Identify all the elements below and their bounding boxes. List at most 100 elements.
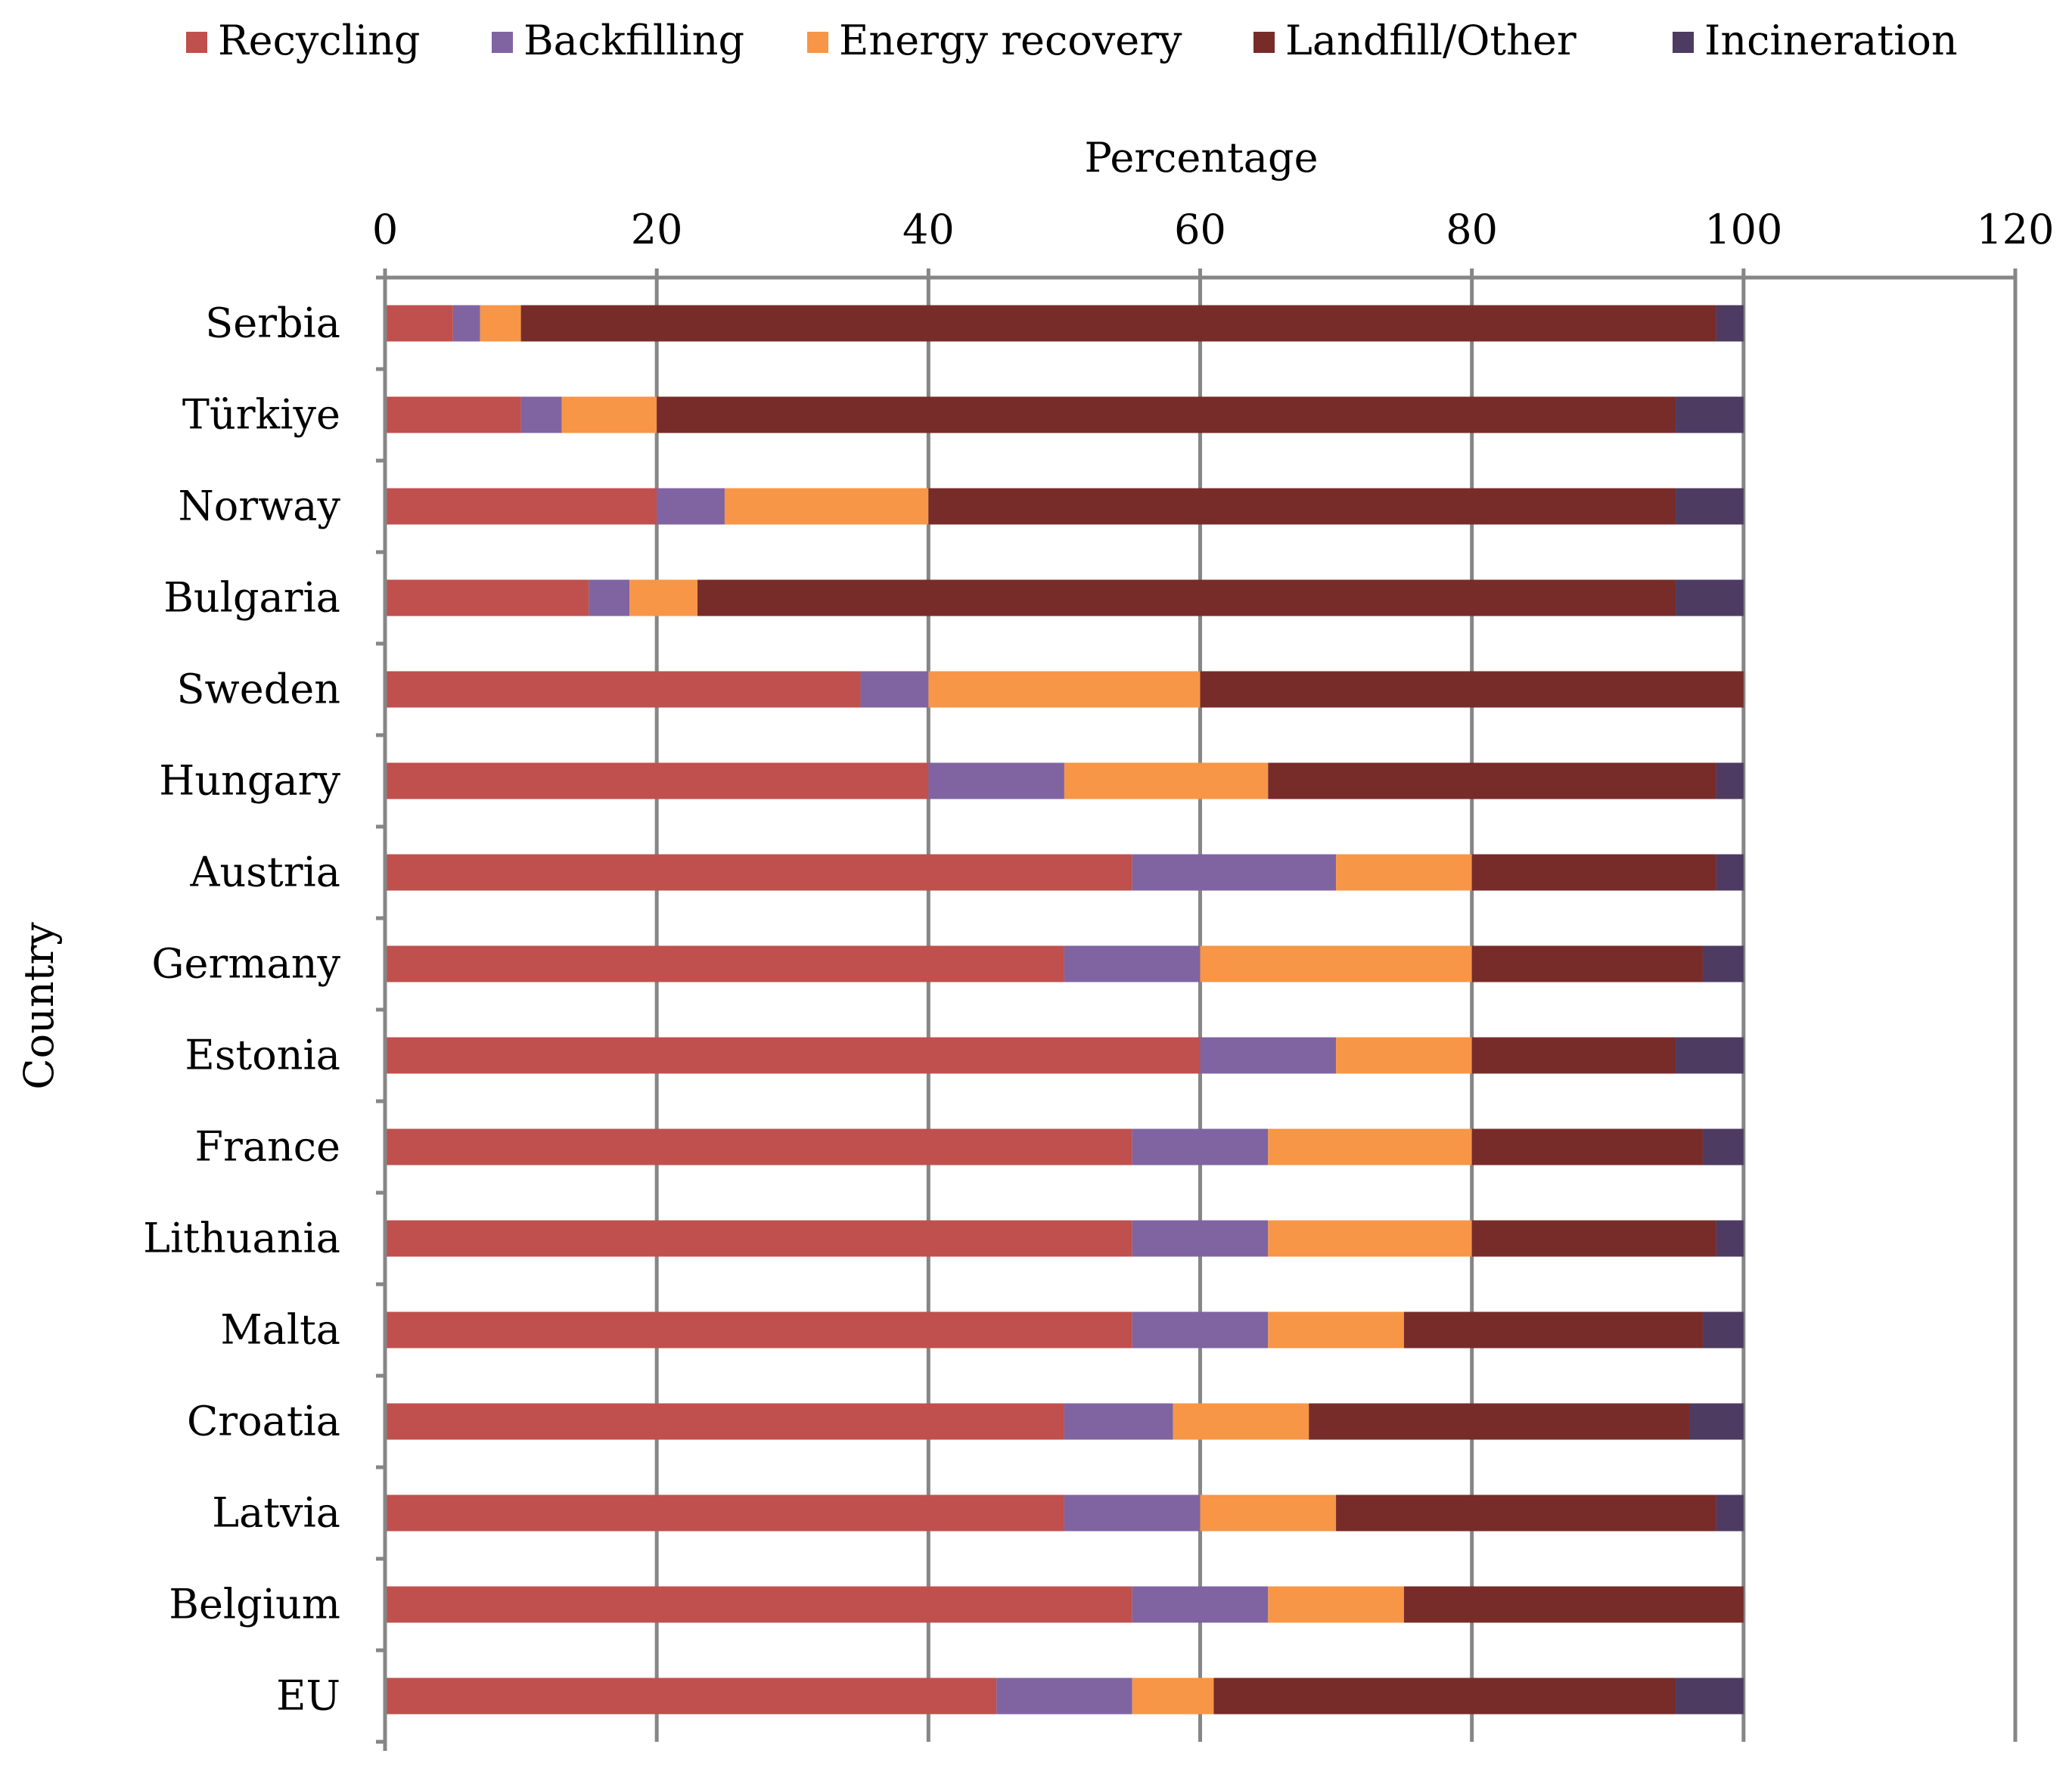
category-label: EU (276, 1672, 340, 1720)
bar-segment (629, 579, 698, 616)
legend-label: Landfill/Other (1285, 17, 1577, 64)
bar-segment (385, 1678, 997, 1715)
bar-segment (1676, 579, 1744, 616)
category-label: France (195, 1123, 340, 1171)
bar-segment (928, 762, 1064, 799)
bar-segment (1336, 1037, 1472, 1074)
bar-segment (385, 671, 861, 708)
category-label: Austria (190, 849, 340, 896)
legend-swatch (492, 32, 513, 53)
bar-segment (385, 1128, 1132, 1165)
bar-segment (1173, 1403, 1309, 1440)
bar-segment (520, 305, 1716, 342)
legend-swatch (807, 32, 828, 53)
category-label: Malta (220, 1306, 340, 1354)
bar-segment (1200, 945, 1472, 982)
x-tick-label: 40 (902, 206, 955, 253)
bar-segment (385, 1220, 1132, 1257)
x-tick-label: 60 (1174, 206, 1226, 253)
legend-label: Incineration (1704, 17, 1958, 64)
bar-segment (1200, 1037, 1337, 1074)
category-label: Latvia (212, 1489, 340, 1537)
x-tick-label: 100 (1704, 206, 1782, 253)
bar-segment (657, 396, 1676, 433)
bar-segment (1064, 945, 1201, 982)
bar-segment (1132, 1586, 1269, 1623)
bar-segment (589, 579, 630, 616)
bar-segment (1716, 762, 1744, 799)
bar-segment (385, 1037, 1201, 1074)
bar-segment (1471, 854, 1716, 891)
legend: Recycling Backfilling Energy recovery Landf… (186, 17, 1958, 64)
bar-segment (1336, 854, 1472, 891)
bar-segment (1132, 1128, 1269, 1165)
category-label: Sweden (177, 666, 340, 713)
bar-segment (385, 488, 657, 525)
bar-segment (1676, 488, 1744, 525)
bar-segment (1676, 1678, 1744, 1715)
bar-segment (1213, 1678, 1676, 1715)
bar-segment (1268, 1586, 1404, 1623)
bar-segment (996, 1678, 1132, 1715)
legend-swatch (1673, 32, 1694, 53)
bar-segment (385, 762, 929, 799)
legend-label: Backfilling (523, 17, 744, 64)
category-label: Bulgaria (163, 574, 340, 622)
legend-label: Energy recovery (839, 17, 1182, 64)
bar-segment (385, 1494, 1064, 1532)
category-label: Croatia (187, 1398, 340, 1445)
x-tick-label: 120 (1976, 206, 2054, 253)
bar-segment (1309, 1403, 1689, 1440)
bar-segment (385, 1311, 1132, 1349)
bar-segment (1676, 396, 1744, 433)
category-label: Hungary (159, 757, 340, 805)
bars (385, 305, 1744, 1715)
bar-segment (1268, 762, 1716, 799)
bar-segment (1471, 1128, 1703, 1165)
bar-segment (928, 488, 1676, 525)
bar-segment (1702, 1311, 1744, 1349)
x-tick-label: 20 (631, 206, 683, 253)
bar-segment (1132, 1311, 1269, 1349)
bar-segment (657, 488, 725, 525)
bar-segment (928, 671, 1201, 708)
bar-segment (1676, 1037, 1744, 1074)
bar-segment (1132, 854, 1337, 891)
bar-segment (697, 579, 1676, 616)
legend-label: Recycling (218, 17, 421, 64)
bar-segment (385, 854, 1132, 891)
bar-segment (452, 305, 480, 342)
bar-segment (1403, 1311, 1703, 1349)
legend-swatch (1253, 32, 1275, 53)
x-tick-label: 80 (1446, 206, 1498, 253)
bar-segment (1132, 1220, 1269, 1257)
category-label: Serbia (205, 300, 340, 347)
bar-segment (1471, 1037, 1676, 1074)
bar-segment (1702, 1128, 1744, 1165)
bar-segment (1268, 1128, 1472, 1165)
bar-segment (1702, 945, 1744, 982)
category-label: Belgium (169, 1581, 340, 1628)
category-label: Lithuania (143, 1215, 340, 1262)
axes: 0 20 40 60 80 100 120 Serbia Türkiye Norway Bulgar… (143, 206, 2055, 1751)
category-label: Estonia (185, 1032, 340, 1079)
bar-segment (1716, 1494, 1744, 1532)
bar-segment (1716, 854, 1744, 891)
bar-segment (561, 396, 657, 433)
bar-segment (724, 488, 929, 525)
bar-segment (1716, 305, 1744, 342)
bar-segment (1064, 1403, 1173, 1440)
bar-segment (1403, 1586, 1744, 1623)
bar-segment (1132, 1678, 1214, 1715)
bar-segment (1336, 1494, 1716, 1532)
category-label: Norway (179, 483, 341, 530)
bar-segment (1716, 1220, 1744, 1257)
bar-segment (385, 1403, 1064, 1440)
bar-segment (385, 945, 1064, 982)
bar-segment (1471, 945, 1703, 982)
category-label: Germany (151, 940, 340, 988)
bar-segment (1064, 1494, 1201, 1532)
bar-segment (1268, 1311, 1404, 1349)
bar-segment (520, 396, 562, 433)
